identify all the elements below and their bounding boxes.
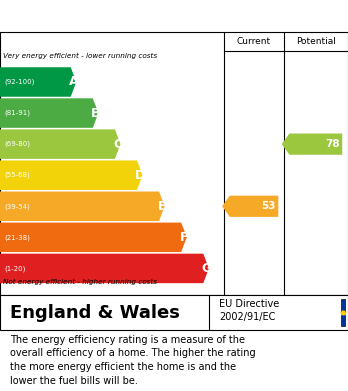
Text: England & Wales: England & Wales	[10, 303, 180, 321]
Polygon shape	[0, 222, 187, 252]
Text: (1-20): (1-20)	[4, 265, 25, 272]
FancyBboxPatch shape	[341, 300, 345, 326]
Text: B: B	[91, 107, 100, 120]
Text: D: D	[135, 169, 145, 182]
Text: Very energy efficient - lower running costs: Very energy efficient - lower running co…	[3, 52, 158, 59]
Polygon shape	[0, 192, 165, 221]
Text: (92-100): (92-100)	[4, 79, 34, 85]
Text: Potential: Potential	[296, 37, 336, 46]
Text: 78: 78	[325, 139, 339, 149]
Text: (69-80): (69-80)	[4, 141, 30, 147]
Polygon shape	[0, 160, 143, 190]
Text: F: F	[180, 231, 188, 244]
Text: G: G	[201, 262, 211, 275]
Text: A: A	[69, 75, 78, 88]
Text: (81-91): (81-91)	[4, 110, 30, 116]
Text: EU Directive
2002/91/EC: EU Directive 2002/91/EC	[219, 299, 279, 322]
Text: (39-54): (39-54)	[4, 203, 30, 210]
Polygon shape	[282, 133, 342, 155]
Text: E: E	[158, 200, 166, 213]
Polygon shape	[0, 254, 209, 283]
Text: Energy Efficiency Rating: Energy Efficiency Rating	[10, 9, 232, 23]
Text: (55-68): (55-68)	[4, 172, 30, 178]
Polygon shape	[0, 129, 120, 159]
Polygon shape	[0, 98, 98, 128]
Polygon shape	[0, 67, 76, 97]
Text: C: C	[113, 138, 122, 151]
Text: Current: Current	[237, 37, 271, 46]
Text: Not energy efficient - higher running costs: Not energy efficient - higher running co…	[3, 279, 158, 285]
Polygon shape	[222, 196, 278, 217]
Text: (21-38): (21-38)	[4, 234, 30, 240]
Text: The energy efficiency rating is a measure of the
overall efficiency of a home. T: The energy efficiency rating is a measur…	[10, 335, 256, 386]
Text: 53: 53	[261, 201, 276, 211]
